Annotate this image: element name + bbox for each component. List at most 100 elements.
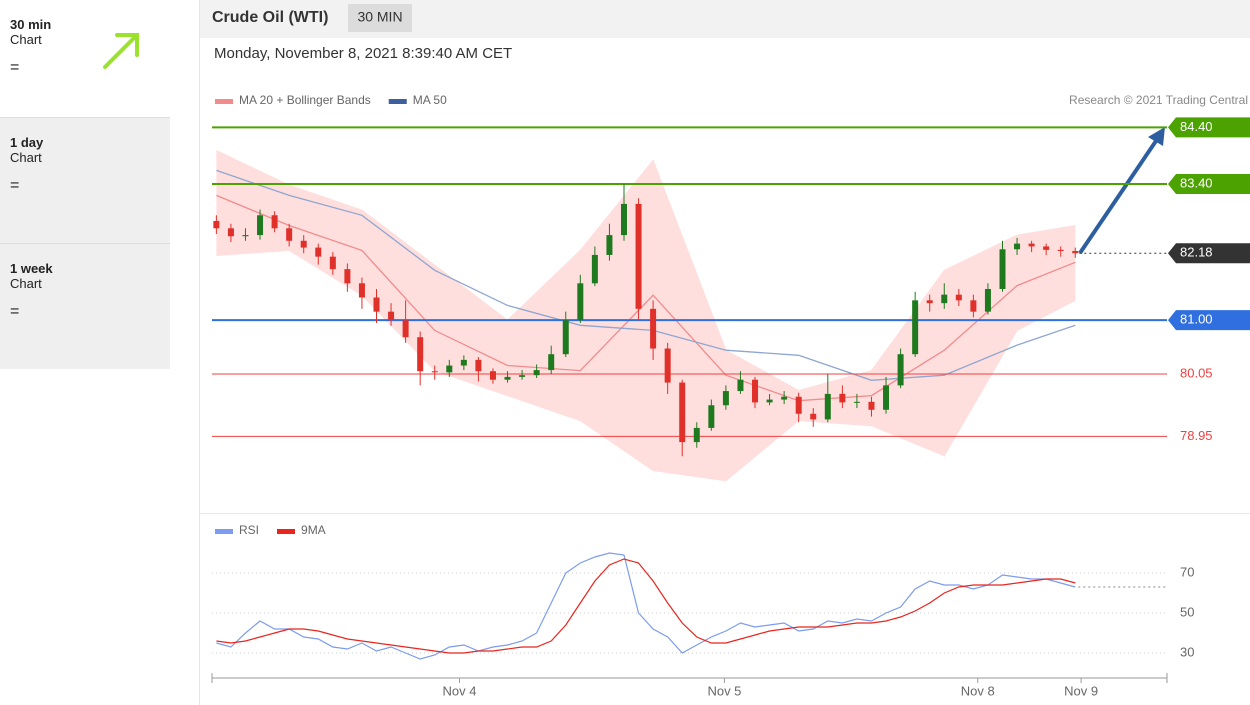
x-tick-label: Nov 9 xyxy=(1064,683,1098,698)
label: Chart xyxy=(10,276,42,291)
level-label: 82.18 xyxy=(1180,245,1213,260)
candle-body xyxy=(883,385,890,410)
candle-body xyxy=(1028,243,1035,247)
candle-body xyxy=(446,365,453,373)
candle-body xyxy=(475,359,482,372)
candle-body xyxy=(1014,243,1021,250)
legend-label: MA 20 + Bollinger Bands xyxy=(239,93,371,107)
sidebar-item[interactable]: 30 min Chart = xyxy=(0,0,170,126)
candle-body xyxy=(373,297,380,312)
legend-label: 9MA xyxy=(301,523,326,537)
level-label: 81.00 xyxy=(1180,312,1213,327)
candle-body xyxy=(606,235,613,255)
candle-body xyxy=(955,294,962,301)
candle-body xyxy=(257,215,264,236)
legend-swatch xyxy=(215,529,233,534)
ma-line xyxy=(216,194,1076,402)
candle-body xyxy=(926,300,933,304)
sidebar-item[interactable]: 1 week Chart = xyxy=(0,243,170,369)
candle-body xyxy=(897,354,904,386)
level-label-box xyxy=(1168,117,1250,138)
candle-body xyxy=(708,405,715,428)
candle-body xyxy=(984,288,991,312)
x-tick-label: Nov 5 xyxy=(707,683,741,698)
candle-body xyxy=(460,359,467,366)
level-label: 84.40 xyxy=(1180,119,1213,134)
period: 30 min xyxy=(10,17,52,32)
band-upper xyxy=(216,150,1076,392)
instrument: Crude Oil (WTI) xyxy=(212,9,328,26)
candle-body xyxy=(795,396,802,414)
interval-badge[interactable] xyxy=(348,4,412,32)
level-label-box xyxy=(1168,310,1250,331)
candle-body xyxy=(271,215,278,229)
candle-body xyxy=(970,300,977,312)
candle-body xyxy=(315,247,322,257)
candle-body xyxy=(402,320,409,338)
candle-body xyxy=(693,427,700,443)
y-tick-label: 50 xyxy=(1180,604,1194,619)
candle-body xyxy=(548,354,555,371)
signal: = xyxy=(10,303,20,320)
target-arrow xyxy=(1078,136,1160,255)
x-tick-label: Nov 8 xyxy=(961,683,995,698)
candle-body xyxy=(650,308,657,349)
candle-body xyxy=(344,269,351,284)
label: Chart xyxy=(10,150,42,165)
signal: = xyxy=(10,177,20,194)
timestamp: Monday, November 8, 2021 8:39:40 AM CET xyxy=(214,45,512,62)
candle-body xyxy=(620,203,627,236)
candle-body xyxy=(533,370,540,376)
candle-body xyxy=(577,283,584,321)
level-label-box xyxy=(1168,174,1250,195)
candle-body xyxy=(722,391,729,406)
candle-body xyxy=(1072,250,1079,254)
candle-body xyxy=(300,240,307,248)
candle-body xyxy=(810,413,817,420)
candle-body xyxy=(912,300,919,355)
interval[interactable]: 30 MIN xyxy=(357,9,402,25)
candle-body xyxy=(504,376,511,380)
candle-body xyxy=(431,371,438,373)
candle-body xyxy=(388,311,395,321)
candle-body xyxy=(1043,246,1050,250)
candle-body xyxy=(358,283,365,298)
level-label: 80.05 xyxy=(1180,365,1213,380)
candle-body xyxy=(824,393,831,420)
band-fill xyxy=(216,150,1076,481)
candle-body xyxy=(781,396,788,400)
candle-body xyxy=(839,393,846,403)
candle-body xyxy=(417,337,424,372)
candle-body xyxy=(329,256,336,270)
period: 1 week xyxy=(10,261,53,276)
x-tick-label: Nov 4 xyxy=(443,683,477,698)
y-tick-label: 30 xyxy=(1180,644,1194,659)
candle-body xyxy=(242,235,249,237)
y-tick-label: 70 xyxy=(1180,564,1194,579)
candle-body xyxy=(519,375,526,377)
candle-body xyxy=(489,371,496,380)
candle-body xyxy=(737,379,744,392)
legend-swatch xyxy=(388,99,407,104)
candle-body xyxy=(562,320,569,355)
level-label-box xyxy=(1168,243,1250,264)
candle-body xyxy=(227,228,234,237)
legend-label: RSI xyxy=(239,523,259,537)
sidebar-item[interactable]: 1 day Chart = xyxy=(0,117,170,243)
candle-body xyxy=(941,294,948,304)
legend-swatch xyxy=(215,99,233,104)
rsi-line xyxy=(216,552,1076,660)
candle-body xyxy=(752,379,759,403)
candle-body xyxy=(664,348,671,383)
rsi-line xyxy=(216,558,1076,654)
candle-body xyxy=(868,401,875,410)
credit: Research © 2021 Trading Central xyxy=(1069,93,1248,107)
candle-body xyxy=(679,382,686,443)
target-arrowhead xyxy=(1148,127,1165,146)
label: Chart xyxy=(10,32,42,47)
level-label: 78.95 xyxy=(1180,428,1213,443)
candle-body xyxy=(1057,249,1064,251)
candle-body xyxy=(635,203,642,309)
period: 1 day xyxy=(10,135,44,150)
